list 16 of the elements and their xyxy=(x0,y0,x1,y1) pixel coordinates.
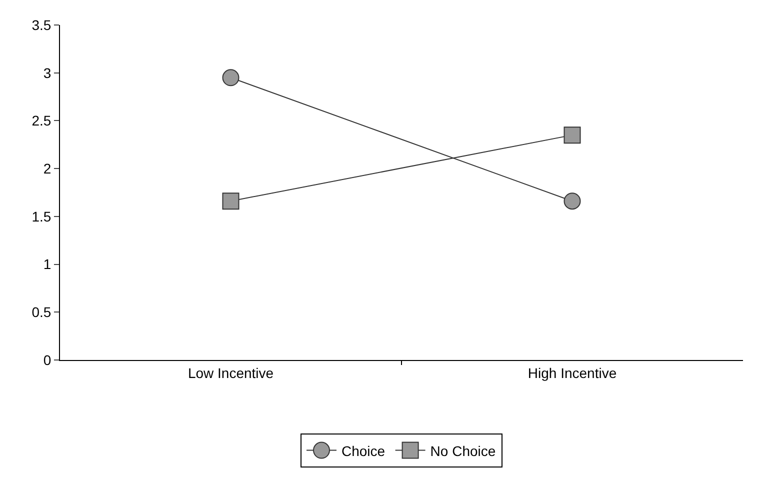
x-tick-label: Low Incentive xyxy=(188,364,274,381)
y-tick-label: 1.5 xyxy=(32,208,52,224)
x-tick-label: High Incentive xyxy=(528,364,617,381)
y-tick-label: 1 xyxy=(43,256,52,272)
y-tick-label: 3.5 xyxy=(32,16,52,33)
point xyxy=(222,69,240,86)
legend-label: Choice xyxy=(342,442,386,459)
y-tick-label: 2 xyxy=(43,160,52,176)
point xyxy=(564,192,581,210)
y-tick-label: 0 xyxy=(43,352,52,368)
y-tick-label: 0.5 xyxy=(32,304,52,320)
legend-label: No Choice xyxy=(430,442,496,459)
y-tick-label: 3 xyxy=(43,64,52,81)
y-tick-label: 2.5 xyxy=(32,112,52,129)
point xyxy=(222,192,240,210)
point xyxy=(564,126,581,144)
